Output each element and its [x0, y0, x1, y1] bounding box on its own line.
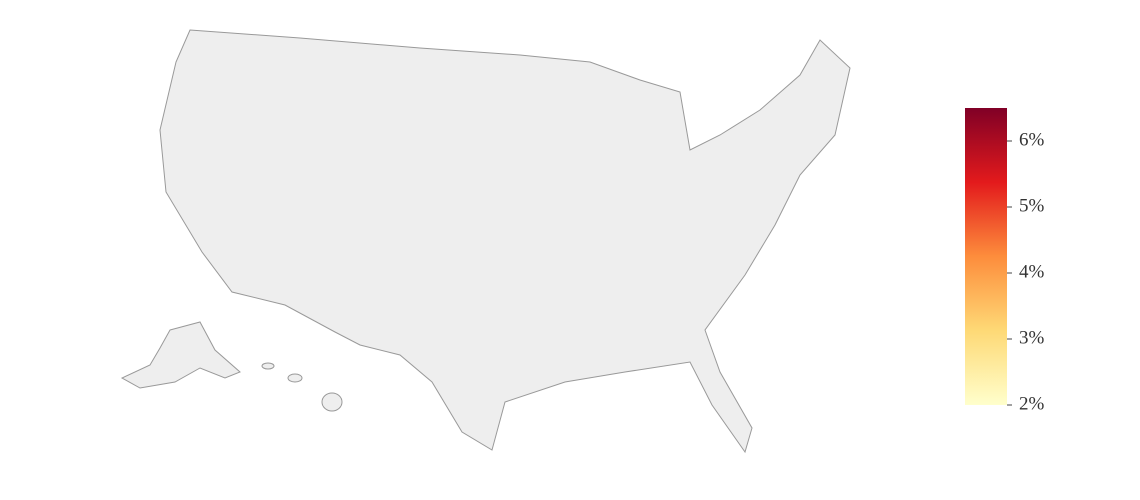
hawaii — [261, 362, 275, 370]
hawaii — [321, 392, 343, 412]
colorbar-tick-label: 3% — [1019, 327, 1045, 348]
contiguous-us — [159, 29, 851, 454]
hawaii — [287, 373, 303, 383]
colorbar — [965, 108, 1007, 405]
colorbar-tick-label: 6% — [1019, 129, 1045, 150]
alaska — [120, 321, 241, 389]
colorbar-tick-label: 2% — [1019, 393, 1045, 414]
map-land — [120, 29, 851, 454]
colorbar-tick-label: 4% — [1019, 261, 1045, 282]
colorbar-tick-label: 5% — [1019, 195, 1045, 216]
